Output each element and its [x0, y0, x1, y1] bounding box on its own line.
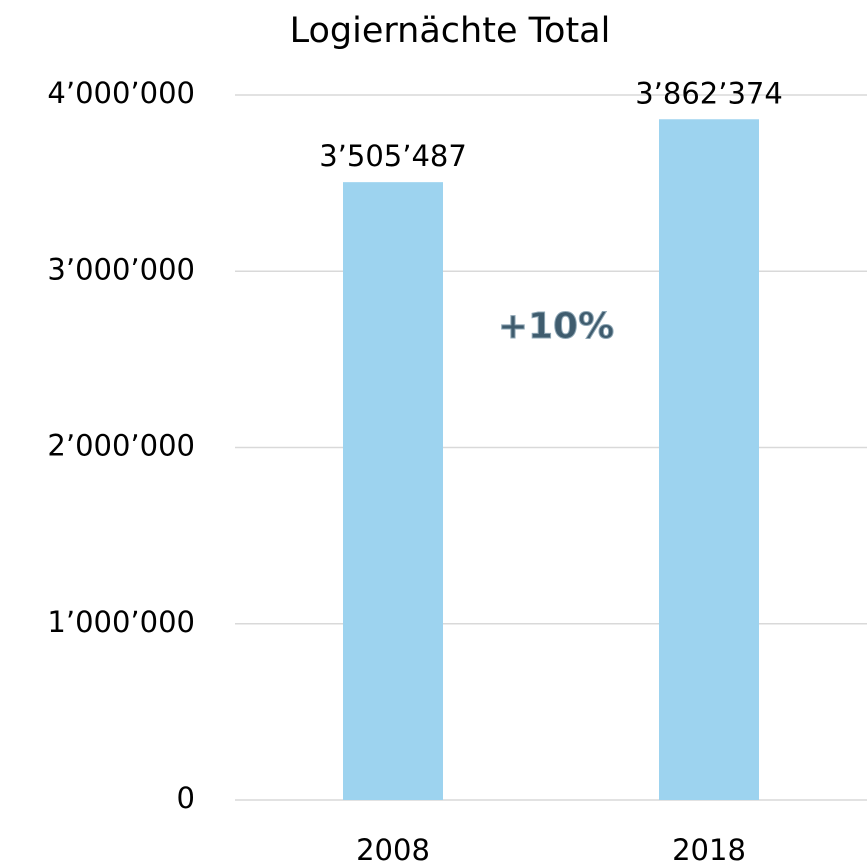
annotation: +10% [498, 306, 614, 347]
bar [343, 182, 443, 801]
y-tick-label: 1’000’000 [47, 605, 195, 639]
value-label: 3’862’374 [635, 76, 783, 110]
chart-title: Logiernächte Total [290, 11, 611, 51]
y-tick-label: 4’000’000 [47, 76, 195, 110]
bar [659, 119, 759, 800]
x-tick-label: 2018 [672, 833, 746, 866]
y-tick-label: 2’000’000 [47, 429, 195, 463]
y-tick-label: 3’000’000 [47, 252, 195, 286]
value-label: 3’505’487 [319, 139, 467, 173]
y-tick-label: 0 [177, 781, 195, 815]
x-tick-label: 2008 [356, 833, 430, 866]
